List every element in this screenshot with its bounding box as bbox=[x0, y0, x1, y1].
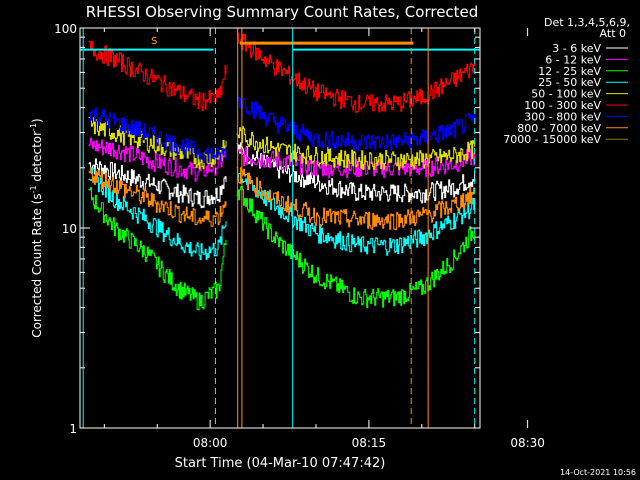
y-axis-label: Corrected Count Rate (s-1 detector-1) bbox=[29, 118, 44, 337]
series-100-300-kev-segment-1 bbox=[236, 28, 476, 113]
legend-entry-25-50-kev: 25 - 50 keV bbox=[538, 76, 628, 89]
x-tick-label-08-30: 08:30 bbox=[510, 436, 545, 450]
legend-label: 6 - 12 keV bbox=[545, 53, 601, 66]
series-12-25-kev-segment-0 bbox=[88, 187, 227, 311]
legend-entry-50-100-kev: 50 - 100 keV bbox=[531, 88, 628, 101]
legend-entry-6-12-kev: 6 - 12 keV bbox=[545, 53, 628, 66]
series-25-50-kev-segment-1 bbox=[236, 172, 476, 256]
y-tick-label-10: 10 bbox=[62, 222, 77, 236]
series-50-100-kev-segment-1 bbox=[236, 126, 476, 171]
legend-label: 3 - 6 keV bbox=[552, 42, 601, 55]
series-12-25-kev-segment-1 bbox=[236, 186, 476, 308]
legend-entry-7000-15000-kev: 7000 - 15000 keV bbox=[503, 133, 628, 146]
y-axis-label-mid: detector bbox=[30, 131, 44, 186]
chart-title: RHESSI Observing Summary Count Rates, Co… bbox=[86, 3, 479, 21]
legend-label: 25 - 50 keV bbox=[538, 76, 601, 89]
legend-title-line1: Det 1,3,4,5,6,9, bbox=[544, 16, 630, 29]
legend-label: 300 - 800 keV bbox=[524, 110, 601, 123]
legend-label: 800 - 7000 keV bbox=[517, 122, 601, 135]
y-tick-label-100: 100 bbox=[54, 22, 77, 36]
legend-entry-100-300-kev: 100 - 300 keV bbox=[524, 99, 628, 112]
series-800-7000-kev-segment-1 bbox=[236, 166, 476, 231]
timestamp: 14-Oct-2021 10:56 bbox=[560, 468, 636, 477]
series-6-12-kev-segment-0 bbox=[88, 137, 227, 182]
marker-layer bbox=[80, 28, 480, 428]
series-800-7000-kev bbox=[88, 41, 476, 231]
series-800-7000-kev-segment-0 bbox=[88, 167, 227, 227]
legend-entry-800-7000-kev: 800 - 7000 keV bbox=[517, 122, 628, 135]
y-axis-label-sup2: -1 bbox=[29, 123, 38, 131]
legend-entry-300-800-kev: 300 - 800 keV bbox=[524, 110, 628, 123]
y-axis-label-end: ) bbox=[30, 118, 44, 123]
legend-label: 100 - 300 keV bbox=[524, 99, 601, 112]
series-12-25-kev bbox=[88, 186, 476, 311]
series-300-800-kev bbox=[88, 92, 476, 164]
series-layer bbox=[88, 28, 476, 311]
legend-entry-3-6-kev: 3 - 6 keV bbox=[552, 42, 628, 55]
x-tick-label-08-00: 08:00 bbox=[193, 436, 228, 450]
legend-label: 7000 - 15000 keV bbox=[503, 133, 601, 146]
series-50-100-kev-segment-0 bbox=[88, 117, 227, 170]
flag-label: S bbox=[151, 36, 157, 47]
series-300-800-kev-segment-0 bbox=[88, 107, 227, 164]
legend-label: 12 - 25 keV bbox=[538, 65, 601, 78]
legend-title-line2: Att 0 bbox=[600, 27, 626, 40]
series-25-50-kev-segment-0 bbox=[88, 167, 227, 261]
y-axis-label-main: Corrected Count Rate (s bbox=[30, 193, 44, 337]
series-300-800-kev-segment-1 bbox=[236, 92, 476, 152]
y-tick-label-1: 1 bbox=[69, 422, 77, 436]
legend-entry-12-25-kev: 12 - 25 keV bbox=[538, 65, 628, 78]
x-axis-label: Start Time (04-Mar-10 07:47:42) bbox=[175, 456, 386, 471]
y-axis-label-sup1: -1 bbox=[29, 185, 38, 193]
series-50-100-kev bbox=[88, 117, 476, 171]
legend-label: 50 - 100 keV bbox=[531, 88, 601, 101]
series-25-50-kev bbox=[88, 167, 476, 261]
series-3-6-kev-segment-0 bbox=[88, 158, 227, 209]
x-tick-label-08-15: 08:15 bbox=[352, 436, 387, 450]
